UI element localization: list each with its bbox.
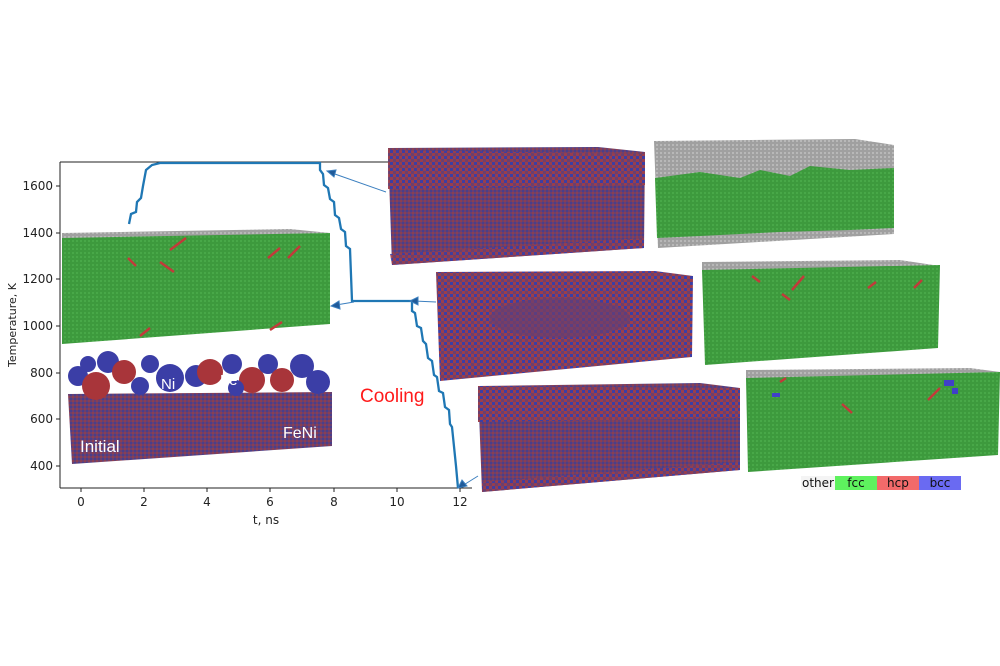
y-tick-800: 800 <box>30 366 53 380</box>
y-tick-1400: 1400 <box>22 226 53 240</box>
temperature-curve <box>127 161 460 489</box>
nanoparticles <box>68 351 330 400</box>
legend-bcc: bcc <box>918 476 961 490</box>
y-tick-labels: 1600 1400 1200 1000 800 600 400 <box>22 179 53 473</box>
x-tick-12: 12 <box>452 495 467 509</box>
structure-panel-middle-right <box>702 260 940 365</box>
x-tick-6: 6 <box>266 495 274 509</box>
cooling-label: Cooling <box>360 386 424 407</box>
initial-panel: Ni Fe FeNi Initial <box>68 351 332 464</box>
structure-panel-melt <box>388 147 645 265</box>
x-tick-0: 0 <box>77 495 85 509</box>
fe-label: Fe <box>220 372 238 389</box>
structure-panel-bottom-right <box>746 368 1000 472</box>
x-tick-8: 8 <box>330 495 338 509</box>
legend-hcp: hcp <box>876 476 919 490</box>
pointer-arrows <box>325 169 479 489</box>
x-tick-labels: 0 2 4 6 8 10 12 <box>77 495 467 509</box>
legend-other: other <box>801 476 835 490</box>
x-tick-10: 10 <box>389 495 404 509</box>
structure-panel-bottom-center <box>478 383 740 492</box>
y-axis-label: Temperature, K <box>6 282 19 368</box>
x-tick-2: 2 <box>140 495 148 509</box>
structure-panel-left <box>62 229 330 344</box>
y-tick-400: 400 <box>30 459 53 473</box>
structure-panel-middle-center <box>436 271 693 381</box>
initial-label: Initial <box>80 437 120 456</box>
y-tick-1600: 1600 <box>22 179 53 193</box>
y-tick-1000: 1000 <box>22 319 53 333</box>
feni-label: FeNi <box>283 425 317 442</box>
ni-label: Ni <box>161 376 175 393</box>
x-tick-4: 4 <box>203 495 211 509</box>
structure-panel-top-right <box>654 139 894 248</box>
y-tick-1200: 1200 <box>22 272 53 286</box>
y-tick-600: 600 <box>30 412 53 426</box>
legend-fcc: fcc <box>834 476 877 490</box>
x-axis-label: t, ns <box>253 513 279 527</box>
structure-legend: other fcc hcp bcc <box>801 476 961 490</box>
